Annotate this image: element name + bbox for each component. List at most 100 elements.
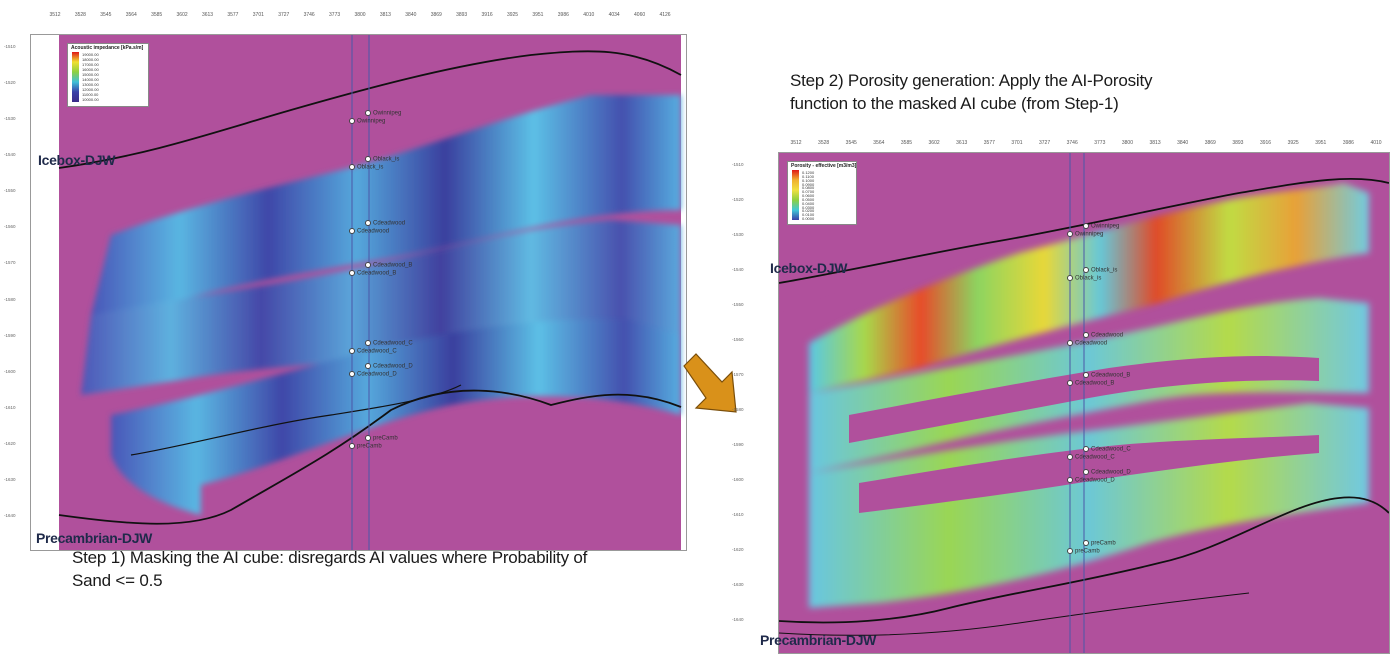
step1-label-precambrian: Precambrian-DJW [36, 530, 153, 546]
top-axis-tick: 3746 [1066, 140, 1078, 146]
formation-marker: Cdeadwood [1067, 340, 1107, 348]
legend-value: 0.0400 [802, 200, 815, 206]
top-axis-tick: 3951 [532, 12, 544, 18]
step2-horizon-precambrian [779, 496, 1389, 624]
step2-mask-lens-2 [859, 435, 1319, 513]
step2-sand-body-upper [809, 183, 1369, 393]
top-axis-tick: 3813 [379, 12, 391, 18]
top-axis-tick: 3800 [354, 12, 366, 18]
top-axis-tick: 3577 [227, 12, 239, 18]
top-axis-tick: 3916 [481, 12, 493, 18]
top-axis-tick: 3545 [845, 140, 857, 146]
formation-marker: preCamb [349, 443, 382, 451]
depth-axis-tick: -1600 [4, 368, 16, 374]
marker-dot-icon [1083, 332, 1089, 338]
step2-label-precambrian: Precambrian-DJW [760, 632, 877, 648]
depth-axis-tick: -1580 [4, 296, 16, 302]
top-axis-tick: 4034 [608, 12, 620, 18]
step1-caption: Step 1) Masking the AI cube: disregards … [72, 546, 672, 592]
marker-label: Cdeadwood_D [1075, 477, 1115, 484]
marker-label: Cdeadwood_C [1075, 454, 1115, 461]
depth-axis-tick: -1620 [732, 547, 744, 552]
top-axis-tick: 3528 [818, 140, 830, 146]
top-axis-tick: 3585 [151, 12, 163, 18]
marker-label: Oblack_is [1075, 275, 1102, 282]
step1-caption-line2: Sand <= 0.5 [72, 571, 163, 590]
marker-dot-icon [1067, 275, 1073, 281]
formation-marker: Owinnipeg [349, 118, 385, 126]
step2-legend-colorbar [792, 170, 799, 220]
depth-axis-tick: -1580 [732, 407, 744, 412]
marker-dot-icon [365, 262, 371, 268]
depth-axis-tick: -1540 [4, 152, 16, 158]
legend-value: 19000.00 [82, 52, 99, 57]
formation-marker: preCamb [1067, 548, 1100, 556]
top-axis-tick: 3869 [430, 12, 442, 18]
arrow-icon [683, 353, 737, 413]
top-axis-tick: 3585 [900, 140, 913, 146]
legend-value: 0.0000 [802, 216, 815, 222]
marker-label: preCamb [373, 435, 398, 442]
depth-axis-tick: -1550 [4, 188, 16, 194]
marker-dot-icon [1067, 340, 1073, 346]
marker-dot-icon [1067, 477, 1073, 483]
top-axis-tick: 3577 [983, 140, 995, 146]
formation-marker: preCamb [365, 435, 398, 443]
marker-label: Owinnipeg [1091, 223, 1120, 230]
marker-dot-icon [365, 363, 371, 369]
legend-value: 0.0500 [802, 196, 815, 202]
formation-marker: Cdeadwood [349, 228, 389, 236]
marker-label: preCamb [357, 443, 382, 450]
marker-label: preCamb [1091, 540, 1116, 547]
marker-label: Oblack_is [373, 156, 400, 163]
step2-label-icebox: Icebox-DJW [770, 260, 848, 276]
legend-value: 12000.00 [82, 87, 99, 92]
top-axis-tick: 3512 [49, 12, 61, 18]
marker-label: preCamb [1075, 548, 1100, 555]
formation-marker: Cdeadwood_C [349, 348, 397, 356]
top-axis-tick: 3773 [329, 12, 341, 18]
step1-legend-title: Acoustic impedance [kPa.s/m] [71, 45, 144, 51]
marker-dot-icon [1083, 372, 1089, 378]
marker-dot-icon [349, 228, 355, 234]
step1-label-icebox: Icebox-DJW [38, 152, 116, 168]
depth-axis-tick: -1540 [732, 267, 744, 272]
step2-caption: Step 2) Porosity generation: Apply the A… [790, 69, 1210, 115]
legend-value: 0.0900 [802, 181, 815, 187]
depth-axis-tick: -1530 [732, 232, 744, 237]
top-axis-tick: 3916 [1259, 140, 1272, 146]
formation-marker: Cdeadwood_D [349, 371, 397, 379]
marker-dot-icon [349, 371, 355, 377]
top-axis-tick: 3746 [303, 12, 315, 18]
step1-depth-axis: -1510 -1520 -1530 -1540 -1550 -1560 -1570 -1580… [0, 34, 30, 549]
step1-horizon-icebox [58, 50, 682, 169]
legend-value: 0.1200 [802, 170, 815, 175]
legend-value: 0.0200 [802, 208, 815, 214]
top-axis-tick: 3893 [456, 12, 468, 18]
top-axis-tick: 3925 [506, 12, 519, 18]
formation-marker: Oblack_is [365, 156, 399, 164]
marker-label: Cdeadwood_D [357, 371, 397, 378]
formation-marker: Cdeadwood_B [365, 262, 412, 270]
depth-axis-tick: -1640 [732, 617, 744, 622]
depth-axis-tick: -1630 [732, 582, 744, 587]
step1-section-plot: Acoustic impedance [kPa.s/m] 19000.00 180… [30, 34, 687, 551]
marker-dot-icon [349, 443, 355, 449]
formation-marker: Cdeadwood_C [1083, 446, 1131, 454]
marker-label: Cdeadwood_B [1075, 380, 1115, 387]
depth-axis-tick: -1610 [732, 512, 744, 517]
top-axis-tick: 4126 [659, 12, 671, 18]
step1-horizon-inner [130, 384, 462, 456]
top-axis-tick: 3727 [278, 12, 290, 18]
top-axis-tick: 4010 [1370, 140, 1382, 146]
step1-legend-colorbar [72, 52, 79, 102]
top-axis-tick: 3986 [557, 12, 569, 18]
step2-mask-lens-1 [849, 356, 1319, 443]
depth-axis-tick: -1610 [4, 404, 16, 410]
top-axis-tick: 3701 [252, 12, 264, 18]
marker-dot-icon [1083, 446, 1089, 452]
top-axis-tick: 3613 [201, 12, 214, 18]
marker-label: Cdeadwood [373, 220, 406, 227]
step1-caption-line1: Step 1) Masking the AI cube: disregards … [72, 548, 588, 567]
marker-label: Cdeadwood_B [357, 270, 397, 277]
